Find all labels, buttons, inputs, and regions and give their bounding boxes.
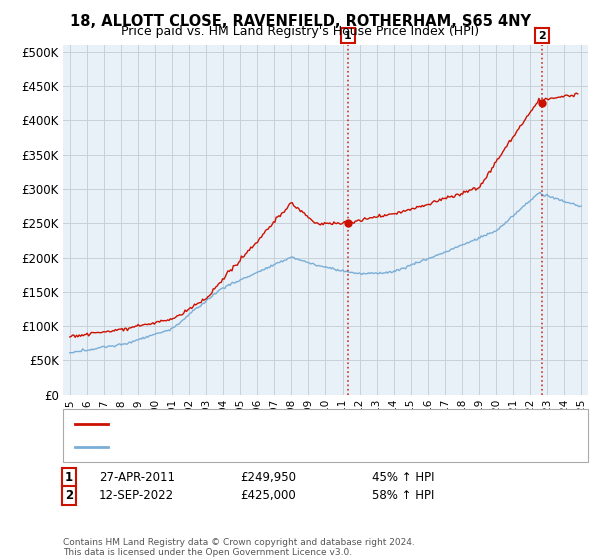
Text: £425,000: £425,000 — [240, 489, 296, 502]
Text: 58% ↑ HPI: 58% ↑ HPI — [372, 489, 434, 502]
Text: HPI: Average price, detached house, Rotherham: HPI: Average price, detached house, Roth… — [114, 442, 364, 452]
Text: 18, ALLOTT CLOSE, RAVENFIELD, ROTHERHAM, S65 4NY: 18, ALLOTT CLOSE, RAVENFIELD, ROTHERHAM,… — [70, 14, 530, 29]
Text: 2: 2 — [65, 489, 73, 502]
Text: £249,950: £249,950 — [240, 470, 296, 484]
Text: 45% ↑ HPI: 45% ↑ HPI — [372, 470, 434, 484]
Text: 27-APR-2011: 27-APR-2011 — [99, 470, 175, 484]
Text: 1: 1 — [344, 31, 352, 41]
Text: 2: 2 — [538, 31, 546, 41]
Text: 18, ALLOTT CLOSE, RAVENFIELD, ROTHERHAM, S65 4NY (detached house): 18, ALLOTT CLOSE, RAVENFIELD, ROTHERHAM,… — [114, 419, 499, 429]
Text: Contains HM Land Registry data © Crown copyright and database right 2024.
This d: Contains HM Land Registry data © Crown c… — [63, 538, 415, 557]
Text: 12-SEP-2022: 12-SEP-2022 — [99, 489, 174, 502]
Text: 1: 1 — [65, 470, 73, 484]
Text: Price paid vs. HM Land Registry's House Price Index (HPI): Price paid vs. HM Land Registry's House … — [121, 25, 479, 38]
